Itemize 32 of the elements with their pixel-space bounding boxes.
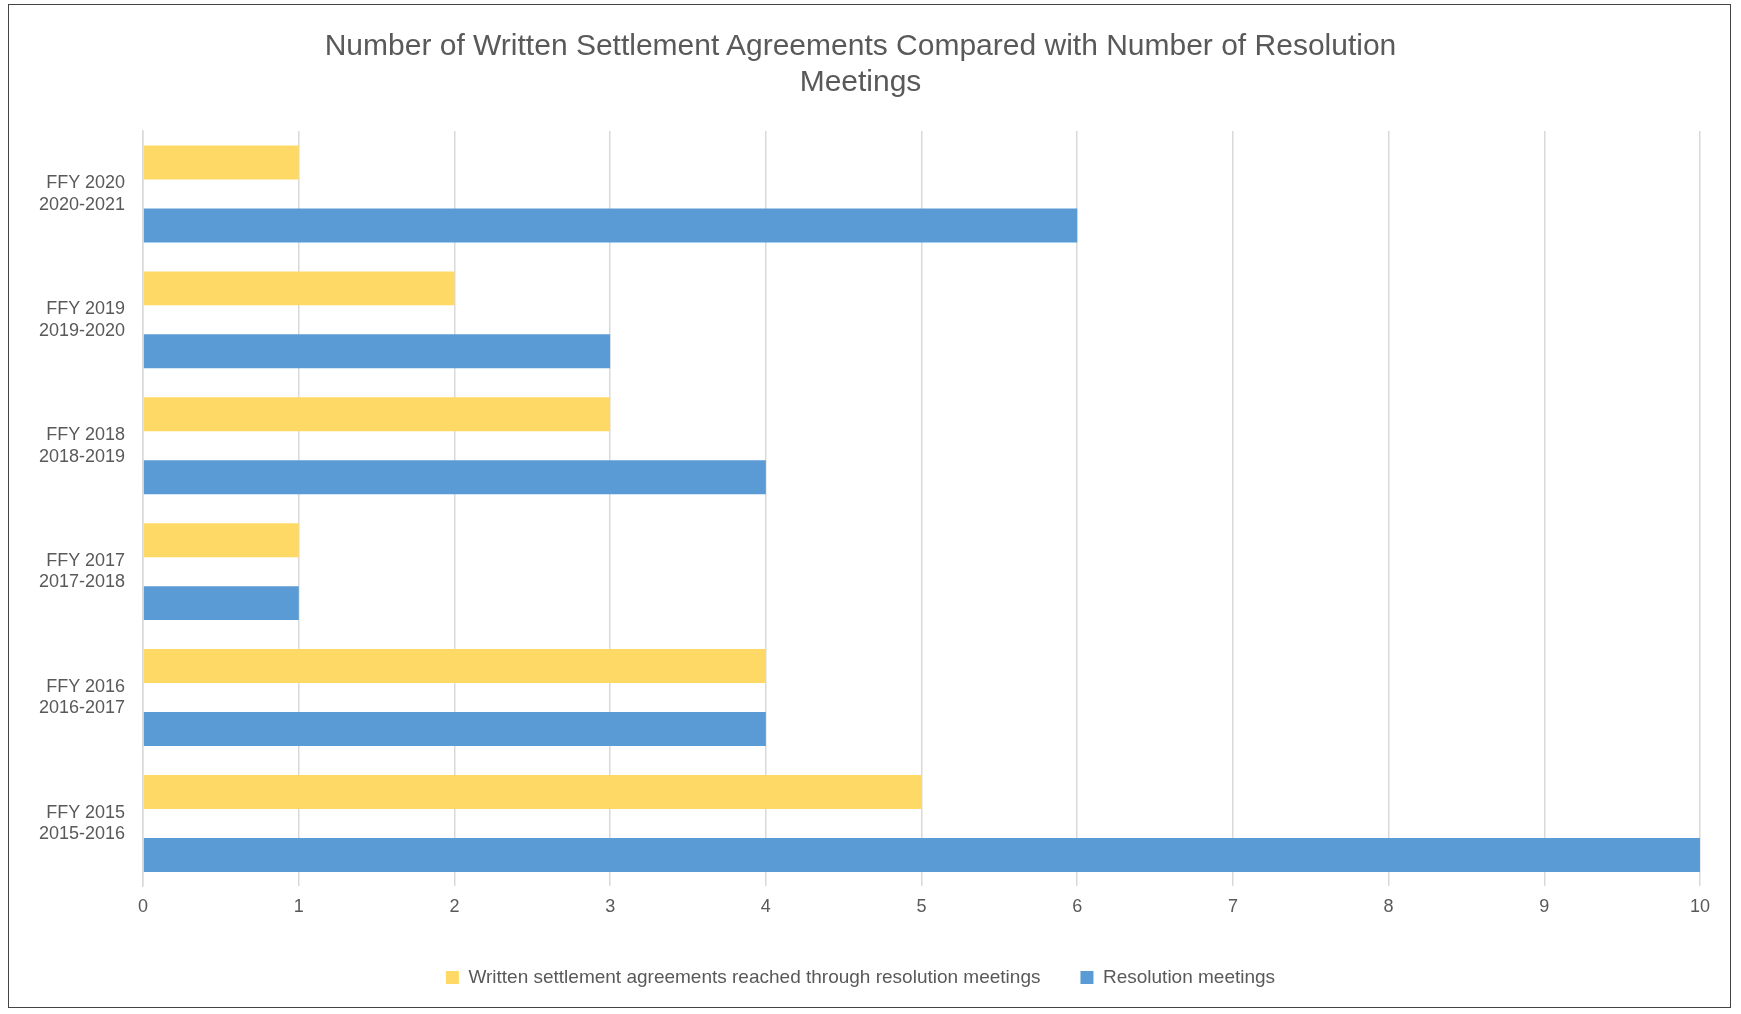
x-tick-label: 4 bbox=[760, 896, 771, 917]
y-tick-label: FFY 2020 2020-2021 bbox=[38, 172, 126, 214]
x-tick-label: 9 bbox=[1539, 896, 1550, 917]
x-tick-label: 3 bbox=[605, 896, 616, 917]
bar bbox=[143, 523, 299, 558]
y-tick-label: FFY 2018 2018-2019 bbox=[38, 423, 126, 466]
x-tick-label: 8 bbox=[1383, 896, 1394, 917]
bar bbox=[143, 208, 1078, 243]
bar bbox=[143, 397, 611, 432]
y-tick-label: FFY 2017 2017-2018 bbox=[38, 549, 126, 592]
y-tick-label: FFY 2015 2015-2016 bbox=[38, 801, 126, 844]
x-tick-label: 0 bbox=[138, 896, 149, 917]
bar bbox=[143, 586, 299, 621]
x-tick-label: 7 bbox=[1227, 896, 1238, 917]
y-tick-label: FFY 2019 2019-2020 bbox=[38, 298, 126, 340]
bar bbox=[143, 649, 766, 684]
bar bbox=[143, 837, 1700, 872]
bar bbox=[143, 145, 299, 180]
bar bbox=[143, 271, 455, 306]
x-tick-label: 2 bbox=[449, 896, 460, 917]
legend-label: Resolution meetings bbox=[1102, 965, 1276, 987]
x-tick-label: 1 bbox=[293, 896, 304, 917]
bar bbox=[143, 774, 922, 809]
bar bbox=[143, 460, 766, 495]
y-tick-label: FFY 2016 2016-2017 bbox=[38, 675, 126, 718]
legend-label: Written settlement agreements reached through resolution meetings bbox=[468, 965, 1041, 987]
x-tick-label: 10 bbox=[1689, 896, 1711, 917]
x-tick-label: 6 bbox=[1072, 896, 1083, 917]
bar bbox=[143, 334, 611, 369]
bar bbox=[143, 712, 766, 747]
chart-title: Number of Written Settlement Agreements Compared with Number of Resolution Meetings bbox=[324, 28, 1397, 98]
x-tick-label: 5 bbox=[916, 896, 927, 917]
